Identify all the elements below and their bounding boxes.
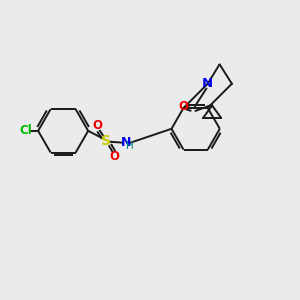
Text: O: O: [110, 150, 120, 163]
Text: O: O: [93, 119, 103, 132]
Text: Cl: Cl: [20, 124, 32, 137]
Text: N: N: [202, 77, 213, 90]
Text: O: O: [178, 100, 188, 112]
Text: S: S: [101, 134, 111, 148]
Text: H: H: [126, 142, 134, 152]
Text: N: N: [121, 136, 132, 149]
